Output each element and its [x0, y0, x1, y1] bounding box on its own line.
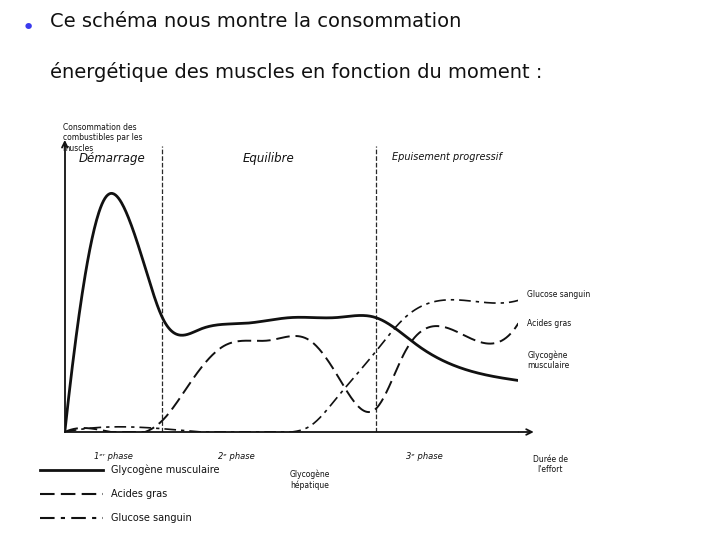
Text: Consommation des
combustibles par les
muscles: Consommation des combustibles par les mu… — [63, 123, 142, 153]
Text: 2ᵉ phase: 2ᵉ phase — [217, 452, 254, 461]
Text: Epuisement progressif: Epuisement progressif — [392, 152, 502, 161]
Text: Durée de
l'effort: Durée de l'effort — [533, 455, 567, 474]
Text: Démarrage: Démarrage — [78, 152, 145, 165]
Text: •: • — [22, 18, 35, 38]
Text: Glucose sanguin: Glucose sanguin — [112, 514, 192, 523]
Text: Glycogène
musculaire: Glycogène musculaire — [528, 350, 570, 370]
Text: Ce schéma nous montre la consommation: Ce schéma nous montre la consommation — [50, 12, 462, 31]
Text: énergétique des muscles en fonction du moment :: énergétique des muscles en fonction du m… — [50, 62, 543, 82]
Text: Glucose sanguin: Glucose sanguin — [528, 290, 590, 299]
Text: Glycogène
hépatique: Glycogène hépatique — [289, 469, 330, 490]
Text: Acides gras: Acides gras — [112, 489, 168, 499]
Text: 3ᵉ phase: 3ᵉ phase — [406, 452, 443, 461]
Text: 1ᵉʳ phase: 1ᵉʳ phase — [94, 452, 133, 461]
Text: Glycogène musculaire: Glycogène musculaire — [112, 464, 220, 475]
Text: Equilibre: Equilibre — [243, 152, 294, 165]
Text: Acides gras: Acides gras — [528, 319, 572, 328]
